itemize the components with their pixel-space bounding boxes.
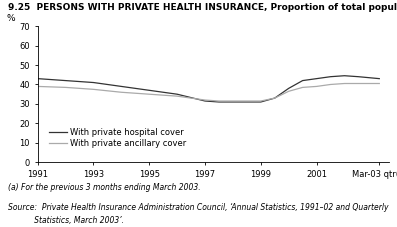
With private ancillary cover xyxy=(147,93,152,96)
With private hospital cover xyxy=(328,75,333,78)
With private ancillary cover xyxy=(272,97,277,99)
With private hospital cover xyxy=(342,74,347,77)
With private hospital cover xyxy=(119,85,124,88)
With private hospital cover xyxy=(356,75,361,78)
Text: Statistics, March 2003’.: Statistics, March 2003’. xyxy=(8,216,124,225)
With private ancillary cover xyxy=(202,99,207,101)
With private ancillary cover xyxy=(175,95,179,98)
With private hospital cover xyxy=(175,93,179,96)
With private hospital cover xyxy=(91,81,96,84)
With private hospital cover xyxy=(231,101,235,103)
Legend: With private hospital cover, With private ancillary cover: With private hospital cover, With privat… xyxy=(45,125,190,151)
With private hospital cover xyxy=(258,101,263,103)
Text: (a) For the previous 3 months ending March 2003.: (a) For the previous 3 months ending Mar… xyxy=(8,183,200,192)
With private ancillary cover xyxy=(328,83,333,86)
With private ancillary cover xyxy=(286,90,291,93)
With private ancillary cover xyxy=(91,88,96,91)
With private ancillary cover xyxy=(231,100,235,102)
Text: 9.25  PERSONS WITH PRIVATE HEALTH INSURANCE, Proportion of total population: 9.25 PERSONS WITH PRIVATE HEALTH INSURAN… xyxy=(8,3,397,12)
With private ancillary cover xyxy=(119,91,124,94)
With private ancillary cover xyxy=(342,82,347,85)
With private hospital cover xyxy=(217,101,222,103)
With private hospital cover xyxy=(147,89,152,92)
With private hospital cover xyxy=(63,79,68,82)
With private ancillary cover xyxy=(356,82,361,85)
Text: %: % xyxy=(6,14,15,23)
Line: With private ancillary cover: With private ancillary cover xyxy=(38,84,379,101)
With private ancillary cover xyxy=(35,85,40,88)
Line: With private hospital cover: With private hospital cover xyxy=(38,76,379,102)
With private hospital cover xyxy=(377,77,382,80)
With private hospital cover xyxy=(300,79,305,82)
With private ancillary cover xyxy=(63,86,68,89)
With private ancillary cover xyxy=(377,82,382,85)
With private hospital cover xyxy=(314,77,319,80)
With private ancillary cover xyxy=(217,100,222,102)
With private ancillary cover xyxy=(314,85,319,88)
With private hospital cover xyxy=(272,97,277,99)
Text: Source:  Private Health Insurance Administration Council, ‘Annual Statistics, 19: Source: Private Health Insurance Adminis… xyxy=(8,203,388,212)
With private ancillary cover xyxy=(258,100,263,102)
With private hospital cover xyxy=(35,77,40,80)
With private ancillary cover xyxy=(300,86,305,89)
With private hospital cover xyxy=(202,100,207,102)
With private hospital cover xyxy=(286,87,291,90)
